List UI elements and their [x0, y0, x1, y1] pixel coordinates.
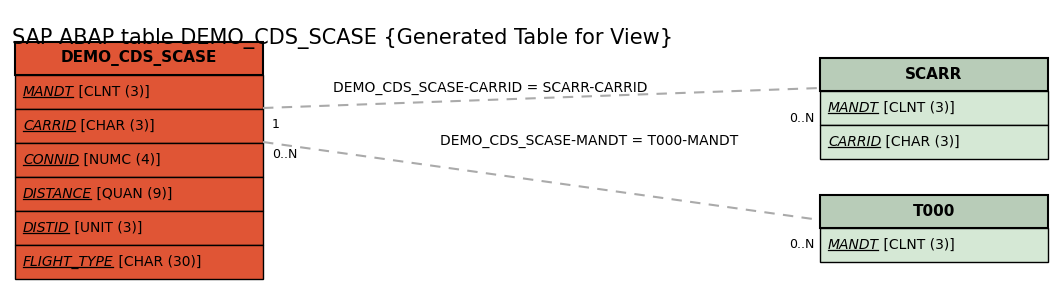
- Bar: [820, 91, 1048, 125]
- Text: 0..N: 0..N: [789, 238, 815, 251]
- Text: 1: 1: [272, 118, 280, 131]
- Text: DISTID: DISTID: [23, 221, 70, 235]
- Text: [UNIT (3)]: [UNIT (3)]: [70, 221, 142, 235]
- Text: MANDT: MANDT: [828, 238, 879, 252]
- Text: CARRID: CARRID: [828, 135, 882, 149]
- Bar: [15, 177, 263, 211]
- Text: FLIGHT_TYPE: FLIGHT_TYPE: [23, 255, 114, 269]
- Bar: [15, 143, 263, 177]
- Text: MANDT: MANDT: [23, 85, 74, 99]
- Bar: [820, 228, 1048, 262]
- Text: DISTANCE: DISTANCE: [23, 187, 92, 201]
- Text: DEMO_CDS_SCASE: DEMO_CDS_SCASE: [60, 51, 218, 66]
- Text: DEMO_CDS_SCASE-MANDT = T000-MANDT: DEMO_CDS_SCASE-MANDT = T000-MANDT: [440, 134, 738, 148]
- Bar: [15, 42, 263, 75]
- Bar: [15, 109, 263, 143]
- Text: DEMO_CDS_SCASE-CARRID = SCARR-CARRID: DEMO_CDS_SCASE-CARRID = SCARR-CARRID: [333, 81, 647, 95]
- Bar: [15, 245, 263, 279]
- Text: [CLNT (3)]: [CLNT (3)]: [879, 101, 955, 115]
- Text: SCARR: SCARR: [905, 67, 962, 82]
- Text: [CLNT (3)]: [CLNT (3)]: [879, 238, 955, 252]
- Text: MANDT: MANDT: [828, 101, 879, 115]
- Text: CONNID: CONNID: [23, 153, 80, 167]
- Text: SAP ABAP table DEMO_CDS_SCASE {Generated Table for View}: SAP ABAP table DEMO_CDS_SCASE {Generated…: [12, 28, 673, 49]
- Bar: [820, 195, 1048, 228]
- Text: [CHAR (3)]: [CHAR (3)]: [76, 119, 155, 133]
- Bar: [15, 211, 263, 245]
- Text: [NUMC (4)]: [NUMC (4)]: [80, 153, 161, 167]
- Bar: [820, 125, 1048, 159]
- Text: [CHAR (30)]: [CHAR (30)]: [114, 255, 201, 269]
- Text: [CLNT (3)]: [CLNT (3)]: [74, 85, 150, 99]
- Text: [QUAN (9)]: [QUAN (9)]: [92, 187, 173, 201]
- Text: [CHAR (3)]: [CHAR (3)]: [882, 135, 960, 149]
- Text: T000: T000: [912, 204, 955, 219]
- Text: 0..N: 0..N: [272, 148, 297, 161]
- Text: CARRID: CARRID: [23, 119, 76, 133]
- Text: 0..N: 0..N: [789, 112, 815, 125]
- Bar: [15, 75, 263, 109]
- Bar: [820, 58, 1048, 91]
